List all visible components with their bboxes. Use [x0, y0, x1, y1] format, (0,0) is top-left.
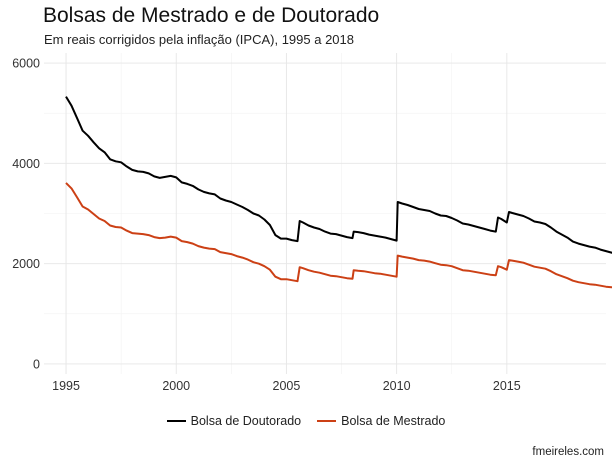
chart-subtitle: Em reais corrigidos pela inflação (IPCA)…: [44, 32, 354, 47]
x-tick-label: 1995: [52, 379, 80, 393]
y-tick-label: 4000: [12, 157, 40, 171]
legend-label-doutorado: Bolsa de Doutorado: [190, 414, 302, 428]
legend-item-doutorado: Bolsa de Doutorado: [166, 414, 302, 428]
legend-item-mestrado: Bolsa de Mestrado: [317, 414, 445, 428]
x-tick-label: 2005: [273, 379, 301, 393]
y-tick-label: 6000: [12, 57, 40, 71]
chart-caption: fmeireles.com: [532, 446, 604, 458]
legend-key-doutorado: [166, 420, 186, 422]
y-tick-label: 0: [33, 357, 40, 371]
x-tick-label: 2010: [383, 379, 411, 393]
chart-legend: Bolsa de Doutorado Bolsa de Mestrado: [0, 414, 612, 428]
x-tick-label: 2000: [162, 379, 190, 393]
series-line-doutorado: [65, 96, 612, 254]
legend-key-mestrado: [317, 420, 337, 422]
x-tick-label: 2015: [493, 379, 521, 393]
series-line-mestrado: [65, 182, 612, 289]
y-tick-label: 2000: [12, 257, 40, 271]
legend-label-mestrado: Bolsa de Mestrado: [341, 414, 446, 428]
chart-title: Bolsas de Mestrado e de Doutorado: [43, 4, 380, 27]
